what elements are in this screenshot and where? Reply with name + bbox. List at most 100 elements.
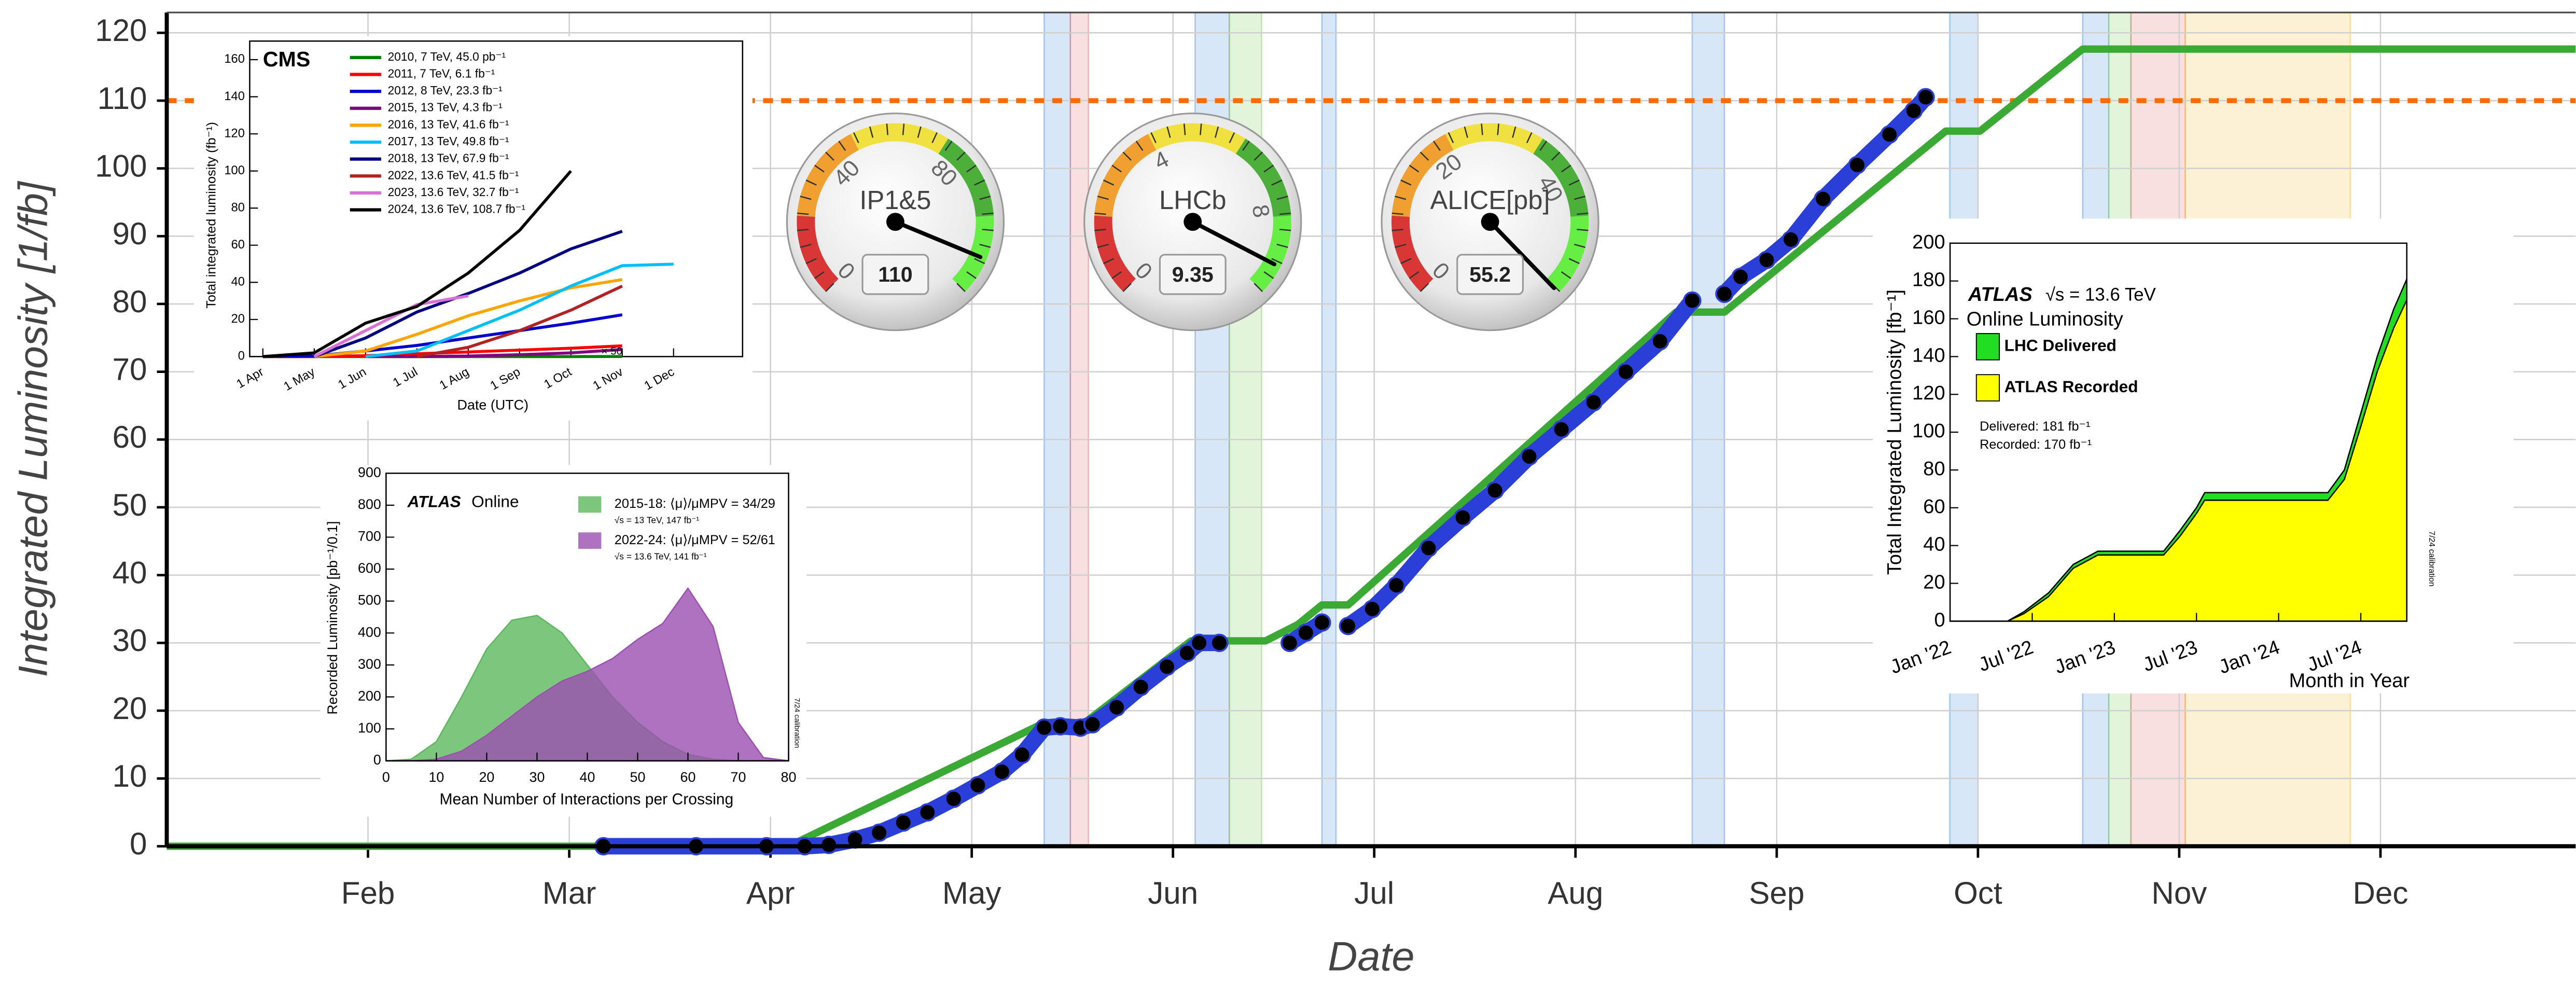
data-point	[1684, 293, 1701, 309]
data-point	[1716, 285, 1733, 302]
page: {"chart_data": [ {"type": "line", "x_lab…	[0, 0, 2576, 981]
x-tick-label: Aug	[1548, 876, 1603, 910]
y-tick-label: 0	[238, 349, 245, 363]
inset-subtitle: Online	[471, 492, 519, 511]
y-tick-label: 80	[1923, 458, 1945, 480]
pileup-inset: 0100200300400500600700800900010203040506…	[321, 464, 807, 817]
y-tick-label: 100	[1912, 420, 1945, 442]
y-tick-label: 700	[358, 529, 381, 544]
legend-label: 2018, 13 TeV, 67.9 fb⁻¹	[388, 151, 509, 165]
legend-label: 2010, 7 TeV, 45.0 pb⁻¹	[388, 50, 506, 63]
data-point	[1421, 540, 1437, 556]
y-tick-label: 60	[113, 420, 147, 454]
data-point	[919, 804, 936, 821]
legend-detail: √s = 13 TeV, 147 fb⁻¹	[615, 515, 700, 526]
y-tick-label: 20	[113, 691, 147, 726]
y-tick-label: 40	[1923, 534, 1945, 556]
data-point	[1052, 718, 1069, 735]
y-tick-label: 160	[1912, 307, 1945, 329]
needle-hub	[1183, 213, 1202, 231]
x-tick-label: Jul	[1354, 876, 1394, 910]
data-point	[1585, 394, 1602, 411]
y-tick-label: 30	[113, 623, 147, 658]
legend-swatch	[1976, 375, 1999, 401]
x-tick-label: Sep	[1749, 876, 1804, 910]
x-axis-title: Month in Year	[2289, 670, 2410, 692]
inset-title: ATLAS	[1968, 284, 2032, 306]
shaded-period	[1322, 12, 1336, 846]
data-point	[1211, 634, 1228, 651]
gauge-title: LHCb	[1159, 185, 1227, 215]
y-tick-label: 0	[130, 826, 147, 861]
legend-swatch	[1976, 334, 1999, 360]
legend-label: 2023, 13.6 TeV, 32.7 fb⁻¹	[388, 185, 519, 199]
data-point	[1905, 103, 1922, 119]
legend-label: 2024, 13.6 TeV, 108.7 fb⁻¹	[388, 202, 526, 216]
data-point	[1036, 720, 1053, 736]
y-tick-label: 100	[224, 163, 245, 177]
data-point	[1282, 634, 1298, 651]
x-axis-title: Mean Number of Interactions per Crossing	[440, 791, 734, 808]
y-tick-label: 120	[224, 126, 245, 140]
inset-heading: Online Luminosity	[1967, 309, 2123, 330]
legend-label: 2022-24: ⟨μ⟩/μMPV = 52/61	[615, 533, 775, 547]
annotation: × 50	[601, 345, 622, 357]
gauge: 04080IP1&5110	[787, 114, 1004, 330]
x-tick-label: 10	[428, 769, 444, 785]
y-tick-label: 100	[358, 720, 381, 736]
data-point	[945, 791, 962, 807]
data-point	[1521, 448, 1538, 465]
inset-note: Recorded: 170 fb⁻¹	[1980, 437, 2092, 452]
needle-hub	[1481, 213, 1499, 231]
x-tick-label: Apr	[746, 876, 795, 910]
dashboard: 0102030405060708090100110120FebMarAprMay…	[0, 0, 2576, 981]
data-point	[1815, 191, 1831, 208]
y-tick-label: 60	[1923, 496, 1945, 518]
data-point	[969, 777, 986, 794]
data-point	[871, 824, 887, 841]
y-tick-label: 120	[1912, 382, 1945, 404]
x-axis-title: Date	[1328, 933, 1414, 979]
x-tick-label: May	[942, 876, 1001, 910]
y-tick-label: 20	[1923, 572, 1945, 593]
legend-label: LHC Delivered	[2004, 336, 2117, 355]
inset-note: Delivered: 181 fb⁻¹	[1980, 419, 2090, 434]
x-tick-label: 80	[781, 769, 797, 785]
y-tick-label: 110	[98, 81, 147, 116]
legend-label: 2015-18: ⟨μ⟩/μMPV = 34/29	[615, 496, 775, 511]
data-point	[1917, 89, 1934, 106]
y-tick-label: 140	[1912, 344, 1945, 366]
y-tick-label: 80	[113, 284, 147, 319]
data-point	[895, 814, 912, 831]
data-point	[1364, 601, 1381, 617]
legend-label: 2022, 13.6 TeV, 41.5 fb⁻¹	[388, 168, 519, 182]
x-tick-label: 70	[731, 769, 746, 785]
legend-label: 2015, 13 TeV, 4.3 fb⁻¹	[388, 101, 503, 114]
needle-hub	[886, 213, 904, 231]
data-point	[1191, 634, 1207, 651]
data-point	[1881, 126, 1898, 143]
y-tick-label: 600	[358, 560, 381, 576]
y-tick-label: 800	[358, 496, 381, 512]
data-point	[994, 764, 1010, 780]
legend-label: 2016, 13 TeV, 41.6 fb⁻¹	[388, 117, 509, 131]
gauge: 02040ALICE[pb]55.2	[1382, 114, 1598, 330]
data-point	[1849, 157, 1865, 173]
side-note: 7/24 calibration	[793, 698, 801, 748]
legend-swatch	[578, 496, 601, 513]
data-point	[1783, 231, 1799, 248]
y-tick-label: 40	[231, 275, 245, 289]
y-tick-label: 900	[358, 464, 381, 480]
y-axis-title: Total integrated luminosity (fb⁻¹)	[204, 122, 218, 309]
x-tick-label: 60	[680, 769, 696, 785]
y-tick-label: 40	[113, 555, 147, 590]
data-point	[1159, 658, 1175, 675]
legend-label: 2012, 8 TeV, 23.3 fb⁻¹	[388, 84, 503, 97]
data-point	[1084, 716, 1101, 733]
y-tick-label: 200	[358, 688, 381, 703]
data-point	[1759, 252, 1775, 268]
gauge-value: 55.2	[1469, 262, 1511, 286]
y-tick-label: 20	[231, 312, 245, 326]
